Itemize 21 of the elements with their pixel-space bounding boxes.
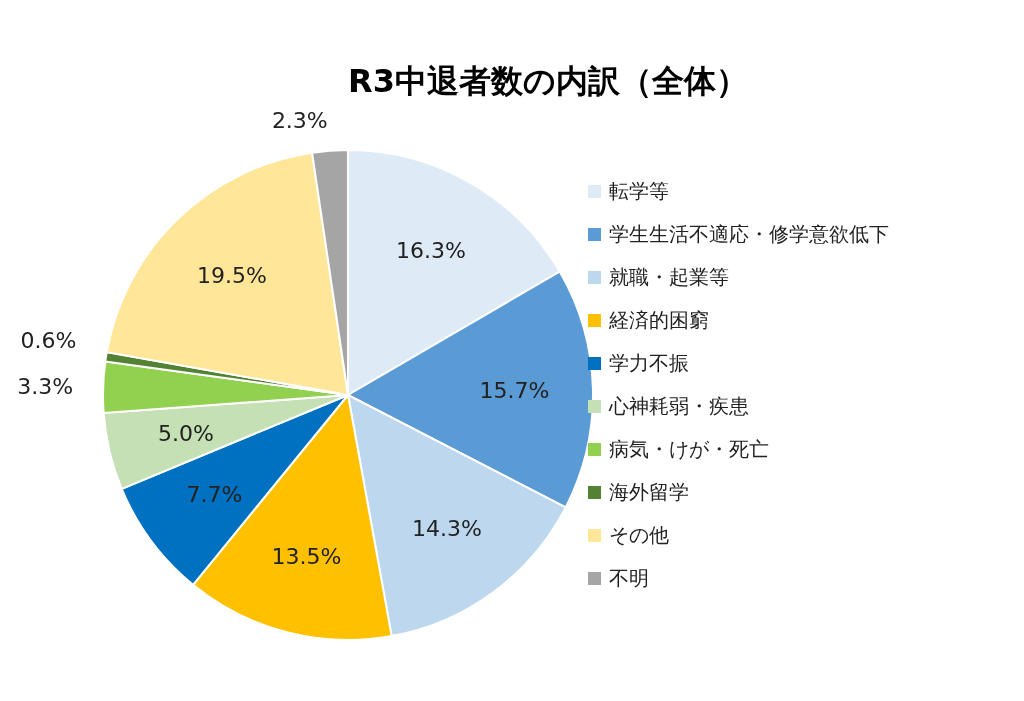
legend-label: 学生生活不適応・修学意欲低下 xyxy=(609,221,889,248)
legend-label: 心神耗弱・疾患 xyxy=(609,393,749,420)
data-label: 19.5% xyxy=(196,263,267,289)
data-label: 13.5% xyxy=(271,543,342,569)
data-label: 5.0% xyxy=(157,421,214,447)
data-label: 3.3% xyxy=(17,373,74,399)
legend-label: 経済的困窮 xyxy=(609,307,709,334)
chart-title: R3中退者数の内訳（全体） xyxy=(347,61,749,102)
data-label: 0.6% xyxy=(20,327,77,353)
data-label: 15.7% xyxy=(479,378,550,404)
legend-label: その他 xyxy=(609,522,669,549)
legend-label: 就職・起業等 xyxy=(609,264,729,291)
data-label: 14.3% xyxy=(412,516,482,542)
legend-label: 病気・けが・死亡 xyxy=(609,436,769,463)
legend-label: 転学等 xyxy=(609,178,669,205)
data-label: 2.3% xyxy=(271,108,328,134)
legend-label: 不明 xyxy=(609,565,649,592)
data-label: 7.7% xyxy=(186,481,243,507)
legend-label: 学力不振 xyxy=(609,350,689,377)
legend-label: 海外留学 xyxy=(609,479,689,506)
data-label: 16.3% xyxy=(396,238,466,264)
